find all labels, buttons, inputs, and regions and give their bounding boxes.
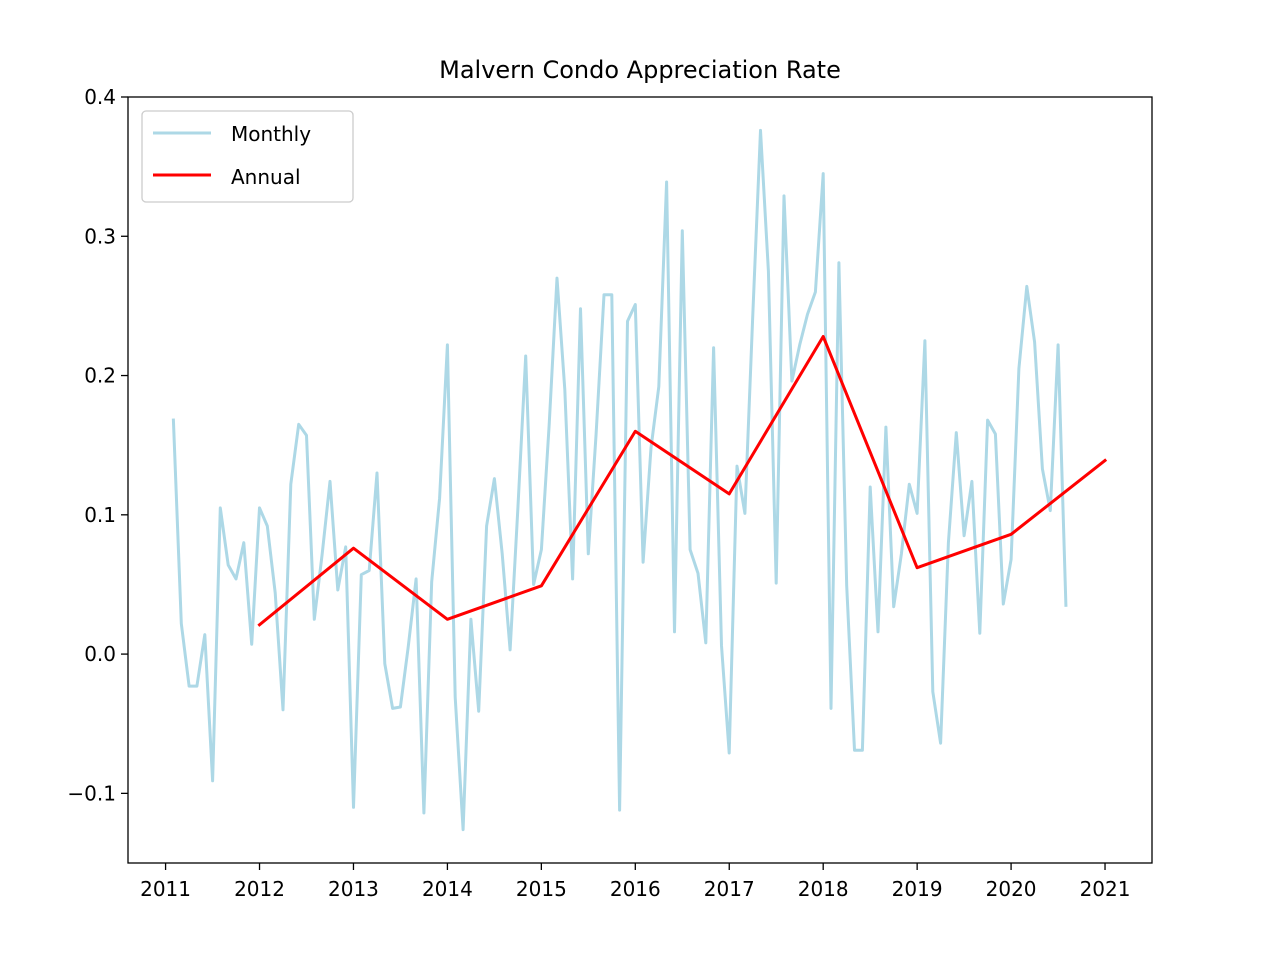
plot-frame — [127, 96, 1153, 864]
series-line-monthly — [171, 128, 1068, 832]
y-tick-label: 0.0 — [84, 642, 116, 666]
x-tick-label: 2014 — [422, 877, 473, 901]
x-tick-label: 2017 — [704, 877, 755, 901]
legend: Monthly Annual — [141, 110, 354, 203]
x-tick-label: 2021 — [1080, 877, 1131, 901]
x-tick-label: 2020 — [986, 877, 1037, 901]
x-axis: 2011 2012 2013 2014 2015 2016 2017 2018 2019 2020… — [140, 863, 1130, 901]
x-tick-label: 2016 — [610, 877, 661, 901]
y-tick-label: 0.1 — [84, 503, 116, 527]
legend-label-annual: Annual — [231, 165, 301, 189]
y-axis: −0.1 0.0 0.1 0.2 0.3 0.4 — [67, 85, 128, 805]
y-tick-label: −0.1 — [67, 781, 116, 805]
x-tick-label: 2013 — [328, 877, 379, 901]
y-tick-label: 0.4 — [84, 85, 116, 109]
y-tick-label: 0.3 — [84, 224, 116, 248]
x-tick-label: 2015 — [516, 877, 567, 901]
x-tick-label: 2011 — [140, 877, 191, 901]
chart-title: Malvern Condo Appreciation Rate — [439, 56, 841, 84]
legend-label-monthly: Monthly — [231, 122, 311, 146]
x-tick-label: 2019 — [892, 877, 943, 901]
x-tick-label: 2018 — [798, 877, 849, 901]
series-line-annual — [257, 335, 1108, 627]
x-tick-label: 2012 — [234, 877, 285, 901]
y-tick-label: 0.2 — [84, 364, 116, 388]
series-layer — [171, 128, 1108, 832]
